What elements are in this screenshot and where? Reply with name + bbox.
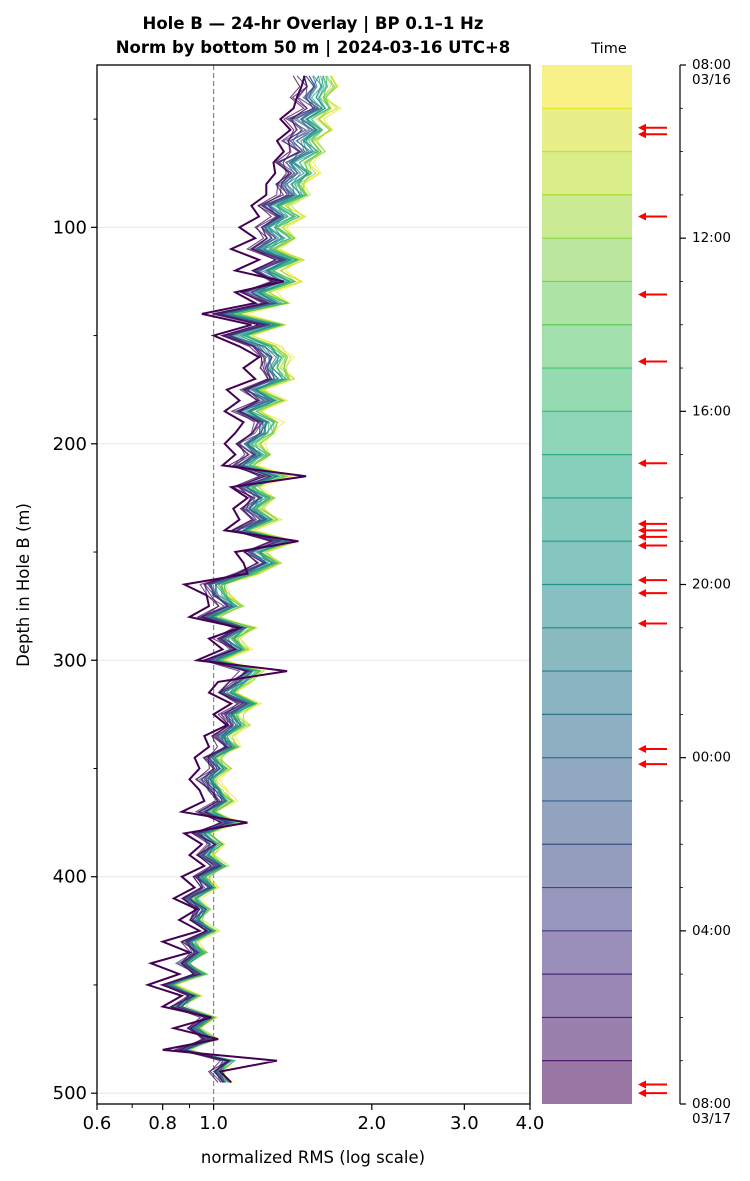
event-arrow-head (638, 541, 646, 550)
colorbar-tick-label: 12:00 (692, 230, 731, 246)
colorbar-band (542, 497, 632, 542)
event-arrow-head (638, 745, 646, 754)
event-arrow-head (638, 290, 646, 299)
colorbar-band (542, 324, 632, 369)
plot-frame (96, 64, 531, 1105)
colorbar-band (542, 584, 632, 628)
colorbar-tick-label: 00:00 (692, 750, 731, 766)
colorbar-band (542, 757, 632, 801)
rms-trace-latest (144, 75, 307, 1084)
event-arrow-head (638, 123, 646, 132)
colorbar-band (542, 800, 632, 845)
colorbar-bands (542, 65, 632, 1104)
event-arrow-head (638, 589, 646, 598)
colorbar-band (542, 974, 632, 1018)
event-arrow-head (638, 130, 646, 139)
colorbar-tick-sublabel: 03/16 (692, 72, 731, 88)
rms-trace (167, 75, 323, 1083)
x-tick-label: 0.8 (148, 1113, 177, 1134)
colorbar-tick-sublabel: 03/17 (692, 1111, 731, 1127)
colorbar-title: Time (590, 41, 627, 57)
colorbar-tick-label: 20:00 (692, 577, 731, 593)
y-axis-ticks: 100 200 300 400 500 (53, 118, 97, 1104)
colorbar-band (542, 151, 632, 195)
event-arrow-head (638, 519, 646, 528)
y-tick-label: 500 (53, 1083, 87, 1104)
event-arrow-head (638, 1089, 646, 1098)
colorbar-band (542, 844, 632, 888)
colorbar-band (542, 1060, 632, 1104)
grid-lines (97, 226, 530, 1094)
colorbar-band (542, 281, 632, 325)
y-tick-label: 100 (53, 217, 87, 238)
rms-trace (161, 75, 329, 1083)
colorbar-band (542, 454, 632, 498)
colorbar-band (542, 1017, 632, 1061)
colorbar-tick-label: 04:00 (692, 923, 731, 939)
colorbar-band (542, 887, 632, 931)
event-arrow-head (638, 619, 646, 628)
colorbar-band (542, 930, 632, 975)
event-arrow-head (638, 459, 646, 468)
colorbar-tick-label: 08:00 (692, 1096, 731, 1112)
rms-traces (144, 75, 342, 1084)
rms-trace (167, 75, 332, 1083)
rms-trace (165, 75, 324, 1083)
colorbar-band (542, 627, 632, 672)
y-tick-label: 300 (53, 650, 87, 671)
event-arrow-head (638, 526, 646, 535)
event-arrow-head (638, 532, 646, 541)
event-arrow-head (638, 357, 646, 366)
colorbar-band (542, 194, 632, 239)
event-arrow-head (638, 1080, 646, 1089)
event-arrow-head (638, 576, 646, 585)
rms-trace (162, 75, 331, 1083)
chart-title-line1: Hole B — 24-hr Overlay | BP 0.1–1 Hz (143, 14, 484, 34)
x-axis-ticks: 0.6 0.8 1.0 2.0 3.0 4.0 (83, 1104, 545, 1134)
rms-trace (167, 75, 326, 1083)
colorbar: Time 08:0003/1612:0016:0020:0000:0004:00… (542, 41, 731, 1127)
colorbar-band (542, 411, 632, 455)
colorbar-tick-label: 08:00 (692, 57, 731, 73)
plot-area: 0.6 0.8 1.0 2.0 3.0 4.0 100 200 300 400 500 (53, 64, 545, 1134)
x-tick-label: 4.0 (516, 1113, 545, 1134)
x-tick-label: 2.0 (357, 1113, 386, 1134)
x-tick-label: 1.0 (199, 1113, 228, 1134)
colorbar-band (542, 541, 632, 585)
colorbar-band (542, 714, 632, 758)
colorbar-band (542, 108, 632, 152)
event-arrow-head (638, 212, 646, 221)
rms-trace (165, 75, 320, 1083)
rms-trace (163, 75, 327, 1083)
y-tick-label: 400 (53, 867, 87, 888)
colorbar-ticks: 08:0003/1612:0016:0020:0000:0004:0008:00… (680, 57, 731, 1127)
colorbar-band (542, 238, 632, 282)
event-arrows (638, 123, 667, 1098)
colorbar-tick-label: 16:00 (692, 403, 731, 419)
colorbar-band (542, 65, 632, 109)
colorbar-band (542, 671, 632, 715)
chart-title-line2: Norm by bottom 50 m | 2024-03-16 UTC+8 (116, 38, 511, 58)
x-tick-label: 0.6 (83, 1113, 112, 1134)
y-axis-label: Depth in Hole B (m) (14, 503, 33, 667)
y-tick-label: 200 (53, 434, 87, 455)
event-arrow-head (638, 760, 646, 769)
x-axis-label: normalized RMS (log scale) (201, 1148, 425, 1167)
x-tick-label: 3.0 (450, 1113, 479, 1134)
colorbar-band (542, 368, 632, 412)
